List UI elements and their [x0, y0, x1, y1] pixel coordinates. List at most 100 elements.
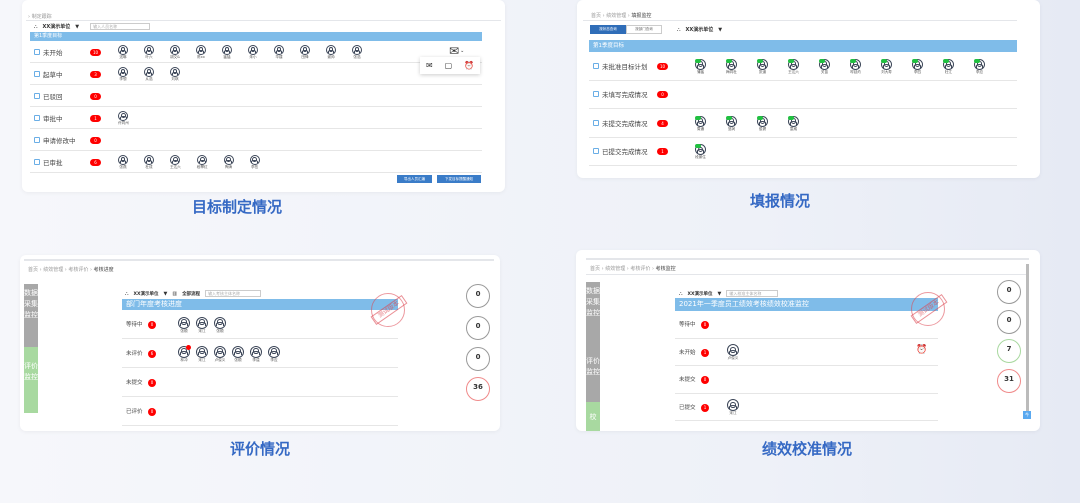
person-avatar[interactable]: 关苗 — [819, 58, 830, 75]
breadcrumb-item[interactable]: 首页 — [28, 267, 39, 273]
side-tab-data[interactable]: 数据采集监控 — [24, 284, 38, 347]
person-avatar[interactable]: 宋江 — [196, 316, 208, 334]
person-avatar[interactable]: 宋江 — [727, 399, 739, 416]
filter-icon[interactable]: ▼ — [718, 26, 723, 33]
tablet-icon[interactable]: ▢ — [444, 61, 453, 70]
person-avatar[interactable]: 胡文& — [170, 45, 180, 60]
person-avatar[interactable]: 张顺 — [214, 316, 226, 334]
tab-by-dept[interactable]: 按部门查询 — [626, 25, 662, 34]
notify-button[interactable]: 下发目标提醒通知 — [437, 175, 481, 183]
side-tab-eval[interactable]: 评价监控 — [586, 350, 600, 402]
side-tab-data[interactable]: 数据采集监控 — [586, 282, 600, 350]
person-avatar[interactable]: 林冲 — [178, 344, 191, 363]
person-avatar[interactable]: 段景住 — [695, 144, 706, 160]
person-avatar[interactable]: 猛猛 — [222, 45, 232, 60]
mail-icon[interactable]: ✉ — [449, 44, 460, 58]
search-input[interactable]: 输入校准主体名称 — [726, 290, 779, 297]
person-avatar[interactable]: 刘琪 — [170, 67, 180, 82]
status-label[interactable]: 未开始 — [675, 348, 696, 356]
count-ring[interactable]: 0 — [466, 316, 490, 340]
org-selector[interactable]: XX演示单位 — [42, 24, 71, 30]
person-avatar[interactable]: 田锋 — [300, 45, 310, 60]
filter-icon[interactable]: ▼ — [75, 23, 80, 30]
breadcrumb-item[interactable]: 首页 — [591, 13, 602, 19]
person-avatar[interactable]: 叶六 — [144, 45, 154, 60]
person-avatar[interactable]: 从浩 — [144, 67, 154, 82]
breadcrumb-item[interactable]: 绩效管理 — [605, 266, 626, 272]
org-selector[interactable]: XX演示单位 — [685, 27, 714, 33]
person-avatar[interactable]: 呼延灼 — [850, 58, 861, 75]
person-avatar[interactable]: 张顺 — [232, 345, 244, 363]
status-label[interactable]: 等待中 — [122, 320, 143, 328]
person-avatar[interactable]: 陈xx — [196, 45, 206, 60]
status-label[interactable]: 未提交 — [675, 375, 696, 383]
filter-icon[interactable]: ▼ — [163, 290, 168, 297]
person-avatar[interactable]: 蒲猛 — [695, 58, 706, 75]
status-label[interactable]: 未填写完成情况 — [589, 89, 648, 99]
person-avatar[interactable]: 王达六 — [170, 155, 181, 170]
status-label[interactable]: 已驳回 — [30, 91, 63, 101]
status-label[interactable]: 申请修改中 — [30, 135, 76, 145]
person-avatar[interactable]: 侯健 — [757, 115, 768, 132]
person-avatar[interactable]: 陶涛 — [223, 155, 234, 170]
mail-icon[interactable]: ✉ — [425, 61, 433, 70]
breadcrumb-item[interactable]: 考核评价 — [68, 267, 89, 273]
person-avatar[interactable]: 谢帅 — [326, 45, 336, 60]
status-label[interactable]: 未提交完成情况 — [589, 118, 648, 128]
flow-selector[interactable]: 全部流程 — [182, 291, 201, 297]
status-label[interactable]: 未批准目标计划 — [589, 61, 648, 71]
count-ring[interactable]: 0 — [997, 280, 1021, 304]
person-avatar[interactable]: 周通 — [695, 115, 706, 132]
side-tab-calib[interactable]: 校 — [586, 402, 600, 431]
person-avatar[interactable]: 卢俊义 — [214, 345, 226, 363]
person-avatar[interactable]: 邹润 — [726, 115, 737, 132]
status-label[interactable]: 起草中 — [30, 69, 63, 79]
scrollbar[interactable] — [1026, 264, 1029, 416]
status-label[interactable]: 未开始 — [30, 47, 63, 57]
filter-icon[interactable]: ▼ — [717, 290, 722, 297]
person-avatar[interactable]: 李应 — [268, 345, 280, 363]
search-input[interactable]: 输入人员名称 — [90, 23, 151, 30]
breadcrumb-item[interactable]: 绩效管理 — [606, 13, 627, 19]
person-avatar[interactable]: 卢俊义 — [727, 344, 739, 361]
org-selector[interactable]: XX演示单位 — [133, 291, 159, 297]
person-avatar[interactable]: 许同州 — [118, 111, 129, 126]
person-avatar[interactable]: 张道 — [757, 58, 768, 75]
person-avatar[interactable]: 李莅 — [249, 155, 260, 170]
person-avatar[interactable]: 张浩 — [352, 45, 362, 60]
count-ring[interactable]: 0 — [466, 284, 490, 308]
status-label[interactable]: 未评价 — [122, 349, 143, 357]
status-label[interactable]: 审批中 — [30, 113, 63, 123]
mail-dropdown[interactable]: ✉ ⌄ — [449, 44, 464, 58]
person-avatar[interactable]: 刘大寿 — [881, 58, 892, 75]
person-avatar[interactable]: 段攀红 — [197, 155, 208, 170]
count-ring[interactable]: 7 — [997, 339, 1021, 363]
person-avatar[interactable]: 杜成 — [144, 155, 154, 170]
count-ring[interactable]: 36 — [466, 377, 490, 401]
count-ring[interactable]: 0 — [997, 310, 1021, 334]
person-avatar[interactable]: 送琳 — [118, 45, 128, 60]
person-avatar[interactable]: 梅同杜 — [726, 58, 737, 75]
breadcrumb-item[interactable]: 首页 — [590, 266, 601, 272]
person-avatar[interactable]: 朱小 — [248, 45, 258, 60]
person-avatar[interactable]: 宋江 — [196, 345, 208, 363]
status-label[interactable]: 已提交 — [675, 403, 696, 411]
scroll-top-button[interactable]: 今 — [1023, 411, 1031, 419]
person-avatar[interactable]: 李逵 — [250, 345, 262, 363]
person-avatar[interactable]: 华建 — [274, 45, 284, 60]
breadcrumb-item[interactable]: 考核评价 — [630, 266, 651, 272]
person-avatar[interactable]: 李四 — [912, 58, 923, 75]
export-button[interactable]: 导出人员汇编 — [397, 175, 432, 183]
person-avatar[interactable]: 李应 — [974, 58, 985, 75]
side-tab-eval[interactable]: 评价监控 — [24, 347, 38, 413]
status-label[interactable]: 已审批 — [30, 157, 63, 167]
count-ring[interactable]: 31 — [997, 369, 1021, 393]
org-selector[interactable]: XX演示单位 — [687, 291, 713, 297]
person-avatar[interactable]: 张燕 — [118, 155, 128, 170]
status-label[interactable]: 已提交完成情况 — [589, 146, 648, 156]
search-input[interactable]: 输入考核主体名称 — [205, 290, 262, 297]
person-avatar[interactable]: 张顺 — [178, 316, 190, 334]
person-avatar[interactable]: 童威 — [788, 115, 799, 132]
person-avatar[interactable]: 王达六 — [788, 58, 799, 75]
person-avatar[interactable]: 杜江 — [943, 58, 954, 75]
